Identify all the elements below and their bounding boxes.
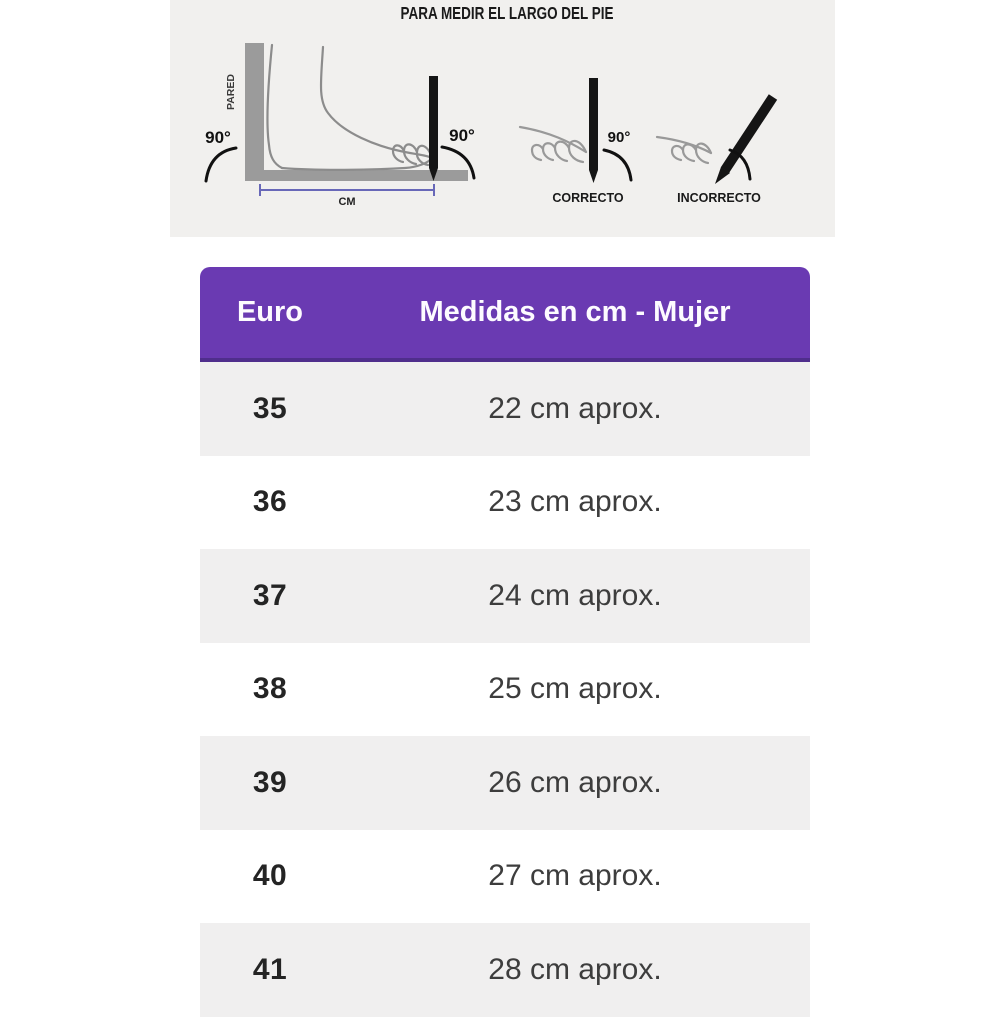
cm-measure: 23 cm aprox.	[488, 485, 662, 519]
angle-right-label: 90°	[449, 126, 475, 145]
cm-label: CM	[338, 196, 355, 208]
cm-dimension-line	[259, 184, 435, 196]
table-row: 36 23 cm aprox.	[200, 456, 810, 550]
euro-size: 41	[252, 952, 288, 986]
cm-measure: 24 cm aprox.	[488, 578, 662, 612]
table-row: 40 27 cm aprox.	[200, 830, 810, 924]
euro-size: 39	[252, 765, 288, 799]
incorrect-label: INCORRECTO	[677, 191, 761, 205]
wall-shape	[245, 43, 264, 179]
foot-outline	[266, 43, 434, 171]
foot-measure-sketch: PARED 90° 90°	[204, 43, 476, 208]
pencil-icon	[429, 76, 438, 181]
header-euro: Euro	[236, 296, 304, 328]
cm-measure: 27 cm aprox.	[488, 859, 662, 893]
table-row: 39 26 cm aprox.	[200, 736, 810, 830]
wall-label: PARED	[225, 74, 237, 110]
table-header: Euro Medidas en cm - Mujer	[200, 267, 810, 362]
angle-left-label: 90°	[205, 128, 231, 147]
incorrect-technique-sketch: INCORRECTO	[655, 94, 778, 205]
angle-right-arc	[440, 145, 476, 180]
angle-left-arc	[204, 146, 238, 183]
header-medidas: Medidas en cm - Mujer	[419, 296, 731, 328]
cm-measure: 28 cm aprox.	[488, 952, 662, 986]
tilted-pencil-icon	[715, 94, 778, 184]
euro-size: 35	[252, 391, 288, 425]
size-conversion-table: Euro Medidas en cm - Mujer 35 22 cm apro…	[200, 267, 810, 1017]
correct-label: CORRECTO	[552, 191, 624, 205]
cm-measure: 25 cm aprox.	[488, 672, 662, 706]
euro-size: 40	[252, 859, 288, 893]
foot-measuring-diagram: PARA MEDIR EL LARGO DEL PIE PARED	[204, 3, 778, 208]
table-row: 35 22 cm aprox.	[200, 362, 810, 456]
hand-outline	[655, 135, 713, 165]
angle-correct-label: 90°	[608, 129, 631, 146]
angle-correct-arc	[602, 148, 633, 182]
euro-size: 36	[252, 485, 288, 519]
diagram-title: PARA MEDIR EL LARGO DEL PIE	[401, 3, 614, 23]
foot-measuring-diagram-panel: PARA MEDIR EL LARGO DEL PIE PARED	[170, 0, 835, 237]
euro-size: 37	[252, 578, 288, 612]
cm-measure: 22 cm aprox.	[488, 391, 662, 425]
hand-outline	[518, 125, 588, 164]
angle-incorrect-arc	[728, 148, 752, 181]
euro-size: 38	[252, 672, 288, 706]
table-row: 37 24 cm aprox.	[200, 549, 810, 643]
table-row: 38 25 cm aprox.	[200, 643, 810, 737]
correct-technique-sketch: 90° CORRECTO	[518, 78, 633, 205]
pencil-icon	[589, 78, 598, 183]
cm-measure: 26 cm aprox.	[488, 765, 662, 799]
floor-shape	[245, 170, 468, 181]
table-row: 41 28 cm aprox.	[200, 923, 810, 1017]
